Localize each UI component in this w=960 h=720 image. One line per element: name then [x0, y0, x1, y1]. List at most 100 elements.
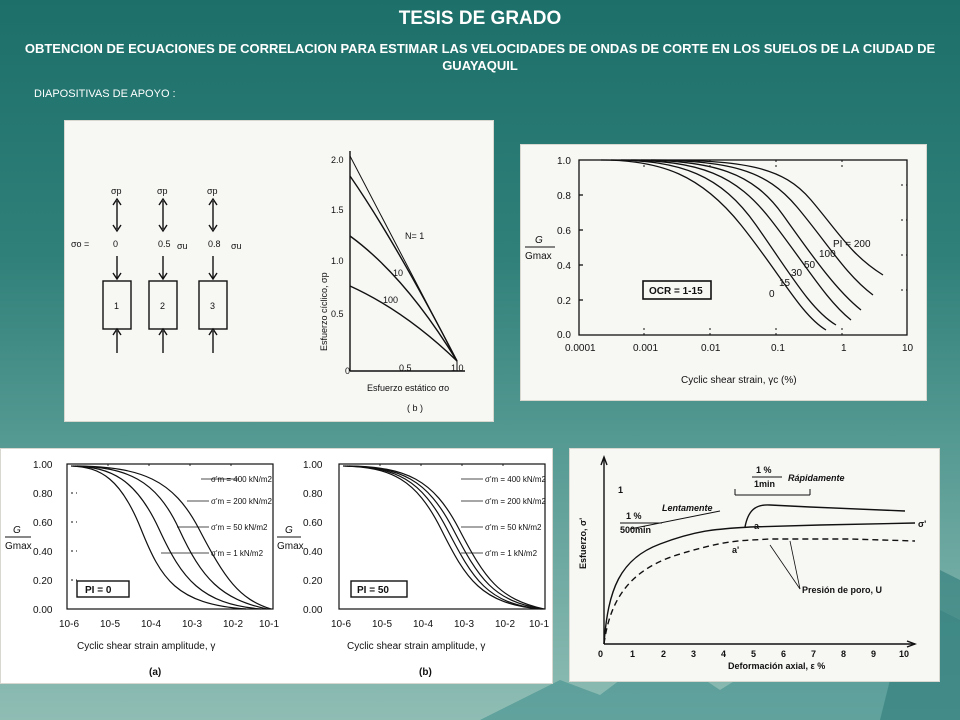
fig2-xtick-4: 1 — [841, 343, 847, 354]
sigma-p-label-2: σp — [157, 186, 168, 196]
fig4-point-a-prime: a' — [732, 545, 739, 555]
fig1-ytick-1: 1.5 — [331, 205, 344, 215]
fig4-fast-label: Rápidamente — [788, 473, 845, 483]
figure-stress-strain: Esfuerzo, σ' Deformación axial, ε % 0 1 … — [569, 448, 940, 682]
fig3a-xtick-3: 10-3 — [182, 619, 202, 630]
fig3a-xtick-5: 10-1 — [259, 619, 279, 630]
fig1-curve-n100: 100 — [383, 295, 398, 305]
fig3b-ylabel-num: G — [285, 525, 293, 536]
sigma-p-label-1: σp — [111, 186, 122, 196]
fig3b-xtick-4: 10-2 — [495, 619, 515, 630]
fig3b-box-label: PI = 50 — [357, 585, 389, 596]
fig3a-legend-1: σ'm = 1 kN/m2 — [211, 549, 264, 558]
fig3b-xtick-2: 10-4 — [413, 619, 433, 630]
fig3a-ylabel-num: G — [13, 525, 21, 536]
fig4-slow-rate: 1 % — [626, 511, 642, 521]
fig4-xtick-9: 9 — [871, 649, 876, 659]
fig3a-ytick-0: 1.00 — [33, 460, 53, 471]
fig2-xtick-2: 0.01 — [701, 343, 721, 354]
fig3a-xtick-1: 10-5 — [100, 619, 120, 630]
fig4-xtick-10: 10 — [899, 649, 909, 659]
sample-3-id: 3 — [210, 301, 215, 311]
fig2-ytick-2: 0.6 — [557, 226, 571, 237]
sample-3-value: 0.8 — [208, 239, 221, 249]
sample-2-value: 0.5 — [158, 239, 171, 249]
section-label: DIAPOSITIVAS DE APOYO : — [34, 88, 176, 100]
fig3b-ytick-0: 1.00 — [303, 460, 323, 471]
fig2-xtick-1: 0.001 — [633, 343, 658, 354]
fig2-xtick-5: 10 — [902, 343, 914, 354]
fig3a-caption: (a) — [149, 667, 161, 678]
fig2-curve-pi100: 100 — [819, 249, 836, 260]
fig3b-legend-200: σ'm = 200 kN/m2 — [485, 497, 546, 506]
fig2-curve-pi0: 0 — [769, 289, 775, 300]
slide-title: TESIS DE GRADO — [398, 8, 562, 29]
fig4-fast-den: 1min — [754, 479, 775, 489]
fig1-curve-n10: 10 — [393, 268, 403, 278]
sigma-o-label: σo = — [71, 239, 89, 249]
sample-1-id: 1 — [114, 301, 119, 311]
fig2-ylabel-num: G — [535, 235, 543, 246]
sigma-p-label-3: σp — [207, 186, 218, 196]
fig1-ylabel: Esfuerzo cíclico, σp — [319, 272, 329, 351]
fig2-ytick-4: 0.2 — [557, 296, 571, 307]
fig1-xtick-0: 0.5 — [399, 363, 412, 373]
figure-modulus-reduction-confinement-drawing: 1.00 0.80 0.60 0.40 0.20 0.00 G Gmax 10-… — [5, 460, 549, 678]
fig2-box-label: OCR = 1-15 — [649, 286, 703, 297]
fig4-point-a: a — [754, 521, 760, 531]
figure-stress-strain-drawing: Esfuerzo, σ' Deformación axial, ε % 0 1 … — [578, 455, 926, 671]
fig3b-xtick-5: 10-1 — [529, 619, 549, 630]
fig3b-legend-400: σ'm = 400 kN/m2 — [485, 475, 546, 484]
fig3a-legend-400: σ'm = 400 kN/m2 — [211, 475, 272, 484]
fig4-fast-rate: 1 % — [756, 465, 772, 475]
fig3b-legend-50: σ'm = 50 kN/m2 — [485, 523, 542, 532]
fig1-ytick-2: 1.0 — [331, 256, 344, 266]
fig2-curve-pi30: 30 — [791, 268, 803, 279]
fig4-xtick-3: 3 — [691, 649, 696, 659]
sigma-u-label-3: σu — [231, 241, 242, 251]
fig3a-xtick-2: 10-4 — [141, 619, 161, 630]
fig3a-ytick-4: 0.20 — [33, 576, 53, 587]
fig3a-xtick-4: 10-2 — [223, 619, 243, 630]
fig1-ytick-4: 0 — [345, 366, 350, 376]
fig3b-ytick-3: 0.40 — [303, 547, 323, 558]
fig4-xtick-1: 1 — [630, 649, 635, 659]
figure-cyclic-stress: σp σp σp σo = 0 0.5 0.8 σu σu 1 2 3 2.0 … — [64, 120, 494, 422]
slide-subtitle: OBTENCION DE ECUACIONES DE CORRELACION P… — [24, 41, 936, 73]
fig1-caption: ( b ) — [407, 403, 423, 413]
fig4-left-mark: 1 — [618, 485, 623, 495]
fig4-sigma-prime: σ' — [918, 519, 926, 529]
fig1-ytick-3: 0.5 — [331, 309, 344, 319]
figure-cyclic-stress-drawing: σp σp σp σo = 0 0.5 0.8 σu σu 1 2 3 2.0 … — [71, 151, 465, 413]
fig3b-ytick-5: 0.00 — [303, 605, 323, 616]
fig2-xtick-0: 0.0001 — [565, 343, 596, 354]
fig1-xtick-1: 1.0 — [451, 363, 464, 373]
fig3b-ytick-1: 0.80 — [303, 489, 323, 500]
fig4-xtick-7: 7 — [811, 649, 816, 659]
fig3b-ytick-2: 0.60 — [303, 518, 323, 529]
fig3b-xtick-1: 10-5 — [372, 619, 392, 630]
fig3b-xlabel: Cyclic shear strain amplitude, γ — [347, 641, 485, 652]
fig2-curve-pi200: PI = 200 — [833, 239, 871, 250]
fig3b-ylabel-den: Gmax — [277, 541, 304, 552]
fig4-xtick-6: 6 — [781, 649, 786, 659]
fig3b-xtick-0: 10-6 — [331, 619, 351, 630]
fig2-ytick-3: 0.4 — [557, 261, 571, 272]
fig1-ytick-0: 2.0 — [331, 155, 344, 165]
figure-modulus-reduction-pi: 1.0 0.8 0.6 0.4 0.2 0.0 G Gmax 0.0001 0.… — [520, 144, 927, 401]
fig2-ylabel-den: Gmax — [525, 251, 552, 262]
fig4-xtick-2: 2 — [661, 649, 666, 659]
fig3a-ytick-2: 0.60 — [33, 518, 53, 529]
fig2-ytick-1: 0.8 — [557, 191, 571, 202]
fig3a-legend-200: σ'm = 200 kN/m2 — [211, 497, 272, 506]
fig2-xtick-3: 0.1 — [771, 343, 785, 354]
figure-modulus-reduction-confinement: 1.00 0.80 0.60 0.40 0.20 0.00 G Gmax 10-… — [0, 448, 553, 684]
fig3b-caption: (b) — [419, 667, 432, 678]
sample-1-value: 0 — [113, 239, 118, 249]
fig3a-ytick-3: 0.40 — [33, 547, 53, 558]
fig3a-ytick-1: 0.80 — [33, 489, 53, 500]
fig4-ylabel: Esfuerzo, σ' — [578, 518, 588, 569]
fig2-ytick-5: 0.0 — [557, 330, 571, 341]
fig3b-ytick-4: 0.20 — [303, 576, 323, 587]
fig2-curve-pi50: 50 — [804, 260, 816, 271]
